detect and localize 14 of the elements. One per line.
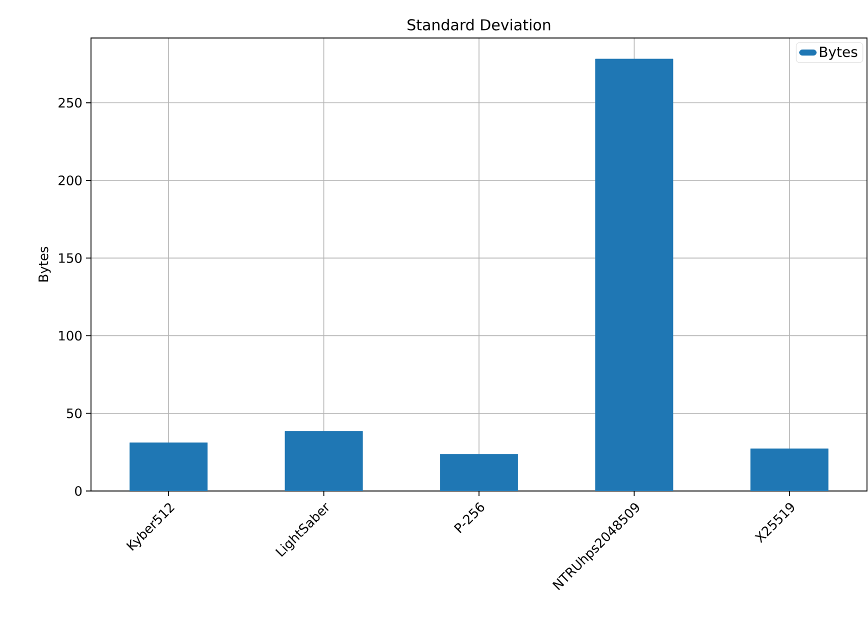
bar <box>595 58 674 492</box>
y-tick-label: 50 <box>66 408 82 418</box>
bar <box>440 454 518 492</box>
y-tick-label: 100 <box>59 330 82 341</box>
y-tick-label: 200 <box>58 175 82 186</box>
legend-label: Bytes <box>820 46 858 60</box>
bar <box>130 442 208 492</box>
y-tick-label: 0 <box>75 486 82 496</box>
y-tick-label: 150 <box>59 253 82 263</box>
chart-title: Standard Deviation <box>408 18 550 30</box>
bar <box>750 448 828 492</box>
y-axis-title: Bytes <box>38 246 51 282</box>
bar <box>284 431 363 492</box>
y-tick-label: 250 <box>58 98 82 108</box>
